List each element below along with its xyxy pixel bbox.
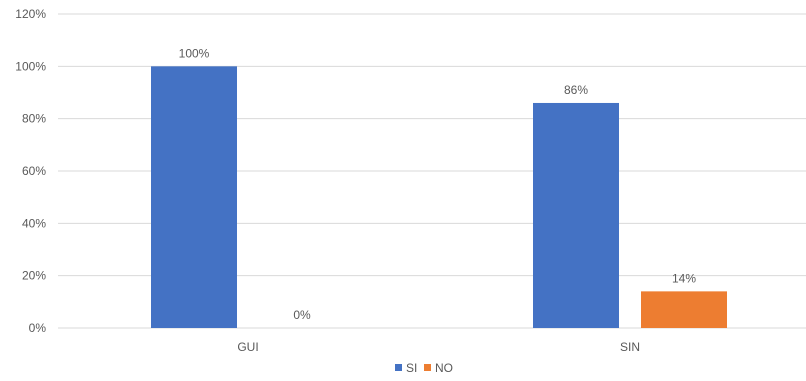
legend-swatch-si [395,364,402,371]
bars [151,66,727,328]
y-tick-label: 40% [22,216,46,230]
data-labels: 100% 86% 0% 14% [179,46,697,322]
data-label-si-sin: 86% [564,83,588,97]
y-tick-label: 20% [22,269,46,283]
data-label-si-gui: 100% [179,46,210,60]
y-tick-label: 60% [22,164,46,178]
y-tick-label: 0% [29,321,47,335]
x-category-label: SIN [620,340,640,354]
legend-label-si: SI [406,361,417,375]
y-axis-tick-labels: 0% 20% 40% 60% 80% 100% 120% [15,7,46,335]
y-tick-label: 100% [15,59,46,73]
legend-label-no: NO [435,361,453,375]
data-label-no-gui: 0% [293,308,311,322]
x-axis-category-labels: GUI SIN [237,340,640,354]
x-category-label: GUI [237,340,258,354]
y-tick-label: 80% [22,112,46,126]
legend-swatch-no [424,364,431,371]
bar-si-gui [151,66,237,328]
bar-no-sin [641,291,727,328]
y-tick-label: 120% [15,7,46,21]
data-label-no-sin: 14% [672,271,696,285]
bar-si-sin [533,102,619,328]
legend: SI NO [395,361,453,375]
